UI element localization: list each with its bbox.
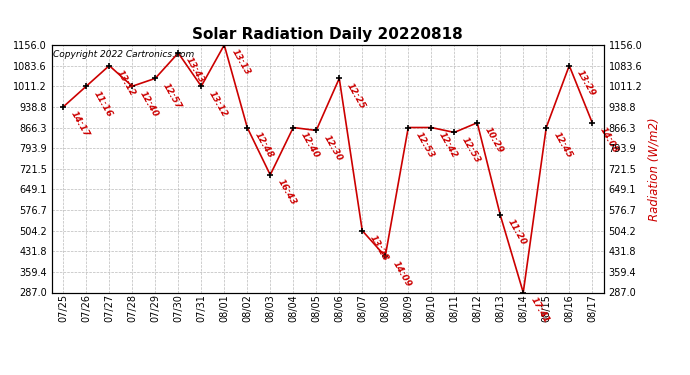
Text: 12:45: 12:45 — [552, 130, 574, 160]
Y-axis label: Radiation (W/m2): Radiation (W/m2) — [648, 117, 661, 220]
Text: 14:17: 14:17 — [69, 110, 91, 139]
Text: 12:53: 12:53 — [460, 135, 482, 165]
Text: 11:16: 11:16 — [92, 89, 114, 118]
Text: 12:53: 12:53 — [414, 130, 436, 160]
Text: 13:28: 13:28 — [368, 233, 390, 263]
Text: 14:08: 14:08 — [598, 126, 620, 155]
Text: 13:29: 13:29 — [575, 68, 597, 98]
Text: 14:09: 14:09 — [391, 259, 413, 288]
Text: 10:29: 10:29 — [483, 126, 505, 155]
Text: 12:42: 12:42 — [437, 130, 459, 160]
Text: 12:48: 12:48 — [253, 130, 275, 160]
Text: 12:40: 12:40 — [299, 130, 321, 160]
Text: 12:57: 12:57 — [161, 81, 183, 111]
Text: Copyright 2022 Cartronics.com: Copyright 2022 Cartronics.com — [53, 50, 194, 59]
Text: 13:12: 13:12 — [115, 68, 137, 98]
Text: 12:40: 12:40 — [138, 89, 160, 118]
Text: 13:43: 13:43 — [184, 56, 206, 85]
Title: Solar Radiation Daily 20220818: Solar Radiation Daily 20220818 — [193, 27, 463, 42]
Text: 13:13: 13:13 — [230, 48, 252, 77]
Text: 13:12: 13:12 — [207, 89, 229, 118]
Text: 12:25: 12:25 — [345, 81, 367, 111]
Text: 11:20: 11:20 — [506, 218, 528, 247]
Text: 12:30: 12:30 — [322, 133, 344, 162]
Text: 17:41: 17:41 — [529, 295, 551, 325]
Text: 16:43: 16:43 — [276, 178, 298, 207]
